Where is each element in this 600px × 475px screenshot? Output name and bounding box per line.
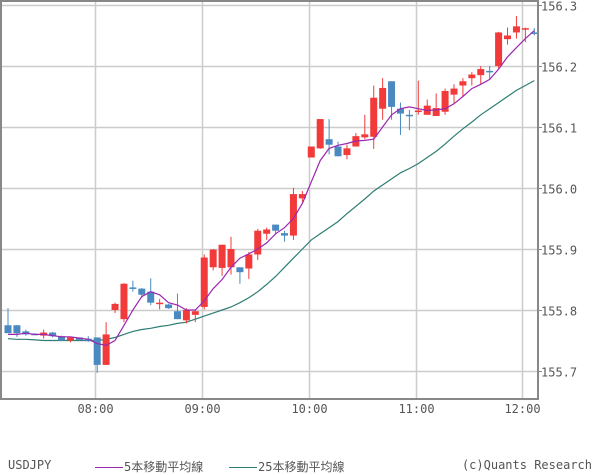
candle [93, 337, 101, 365]
x-tick-label: 12:00 [504, 402, 540, 416]
candle [263, 229, 271, 234]
candle [432, 108, 440, 117]
y-tick-label: 156.3 [541, 0, 577, 14]
candle [236, 267, 244, 273]
candle [334, 146, 342, 157]
candle [182, 310, 190, 321]
candle [138, 288, 146, 295]
candle [254, 230, 262, 255]
copyright: (c)Quants Research [461, 458, 592, 472]
candle [343, 148, 351, 156]
candle [361, 134, 369, 138]
candle [405, 114, 413, 117]
candle [102, 334, 110, 365]
y-tick-label: 155.9 [541, 244, 577, 258]
ma25-line [7, 80, 535, 342]
candle [504, 35, 512, 40]
candle [289, 194, 297, 236]
x-axis: 08:00 09:00 10:00 11:00 12:00 [77, 402, 540, 416]
candle [209, 249, 217, 268]
candle [316, 119, 324, 149]
candle [272, 224, 280, 231]
candle [450, 88, 458, 95]
candle [468, 74, 476, 79]
candle [111, 303, 119, 310]
candle [147, 291, 155, 303]
candle [388, 81, 396, 107]
candles [4, 15, 538, 373]
candle [165, 304, 173, 309]
candle [58, 336, 66, 341]
candle [521, 28, 529, 30]
candle [307, 146, 315, 158]
ma5-swatch-icon [95, 467, 123, 468]
candle [414, 110, 422, 113]
x-tick-label: 09:00 [184, 402, 220, 416]
legend-ma25: 25本移動平均線 [229, 458, 344, 475]
legend-ma5: 5本移動平均線 [95, 458, 203, 475]
candle [156, 302, 164, 305]
y-tick-label: 156.2 [541, 61, 577, 75]
plot-border [0, 0, 539, 400]
candle [495, 32, 503, 66]
x-tick-label: 10:00 [291, 402, 327, 416]
candle [129, 287, 137, 289]
ma5-line [8, 30, 535, 347]
x-tick-label: 08:00 [77, 402, 113, 416]
candle [530, 32, 538, 34]
candle [281, 233, 289, 236]
candle [459, 81, 467, 86]
y-tick-label: 156.1 [541, 122, 577, 136]
candle [379, 87, 387, 109]
candle [218, 244, 226, 268]
candle [486, 70, 494, 73]
y-tick-label: 155.7 [541, 366, 577, 380]
candle [477, 69, 485, 76]
candle [13, 325, 21, 334]
candle [120, 283, 128, 320]
x-tick-label: 11:00 [398, 402, 434, 416]
candle [173, 311, 181, 320]
symbol-label: USDJPY [8, 458, 52, 472]
candle [396, 108, 404, 114]
candle [325, 139, 333, 145]
candle [298, 194, 306, 199]
legend-ma5-label: 5本移動平均線 [124, 460, 204, 474]
candle [191, 311, 199, 315]
y-axis: 155.7 155.8 155.9 156.0 156.1 156.2 156.3 [538, 0, 577, 380]
gridlines [1, 1, 538, 399]
ma25-swatch-icon [229, 467, 257, 468]
candle [370, 97, 378, 137]
legend-ma25-label: 25本移動平均線 [258, 460, 345, 474]
candle [227, 249, 235, 268]
candle [512, 26, 520, 33]
candle [441, 91, 449, 112]
y-tick-label: 156.0 [541, 183, 577, 197]
candle [245, 254, 253, 269]
y-tick-label: 155.8 [541, 305, 577, 319]
candle [4, 325, 12, 334]
candle [49, 332, 57, 337]
candle [66, 337, 74, 341]
candle [200, 257, 208, 307]
